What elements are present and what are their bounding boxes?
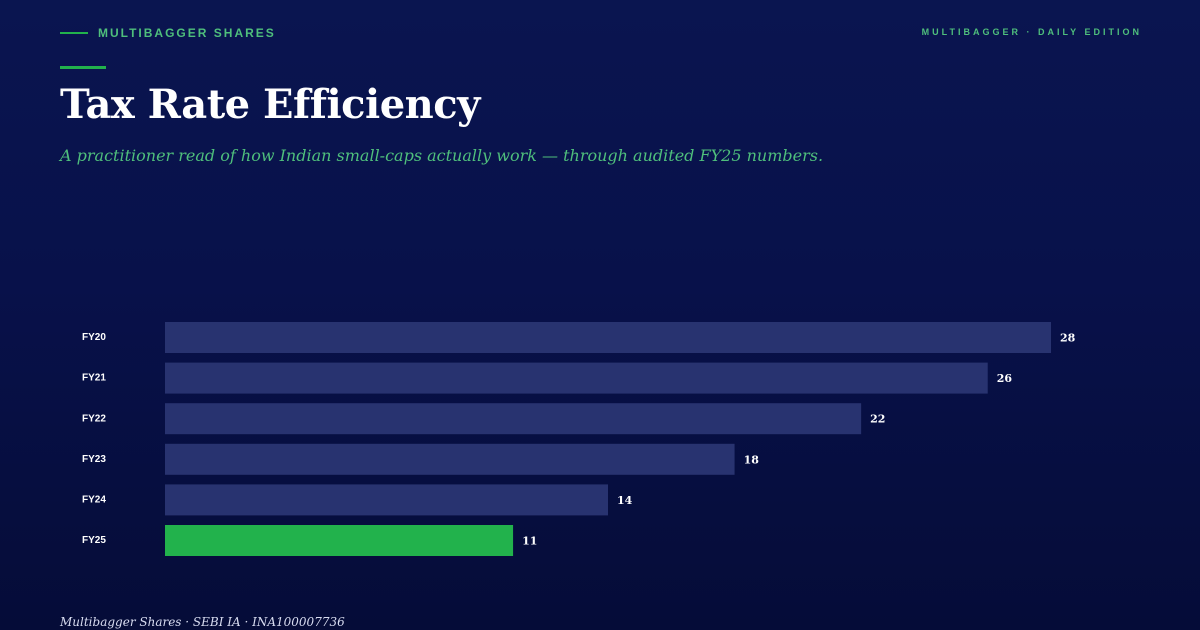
page-title: Tax Rate Efficiency — [60, 81, 480, 128]
bar-fy20 — [165, 322, 1051, 353]
brand-accent-line — [60, 32, 88, 34]
bar-fy21 — [165, 362, 988, 394]
category-label-fy21: FY21 — [82, 373, 106, 384]
title-accent-rule — [60, 66, 106, 69]
category-label-fy24: FY24 — [82, 495, 106, 506]
category-label-fy23: FY23 — [82, 454, 106, 465]
category-label-fy25: FY25 — [82, 535, 106, 546]
value-label-fy25: 11 — [522, 535, 537, 548]
brand-header: MULTIBAGGER SHARES — [60, 26, 276, 40]
brand-name: MULTIBAGGER SHARES — [98, 26, 276, 40]
value-label-fy22: 22 — [870, 413, 885, 426]
value-label-fy24: 14 — [617, 494, 633, 507]
edition-label: MULTIBAGGER · DAILY EDITION — [921, 27, 1142, 37]
bar-fy23 — [165, 443, 735, 475]
footer-credit: Multibagger Shares · SEBI IA · INA100007… — [60, 615, 345, 629]
bar-fy24 — [165, 484, 608, 516]
category-label-fy22: FY22 — [82, 413, 106, 424]
value-label-fy20: 28 — [1060, 332, 1076, 345]
category-label-fy20: FY20 — [82, 332, 106, 343]
value-label-fy21: 26 — [997, 372, 1013, 385]
bar-fy25 — [165, 525, 514, 556]
value-label-fy23: 18 — [744, 453, 760, 466]
page-subtitle: A practitioner read of how Indian small-… — [60, 146, 824, 165]
bar-fy22 — [165, 403, 862, 435]
